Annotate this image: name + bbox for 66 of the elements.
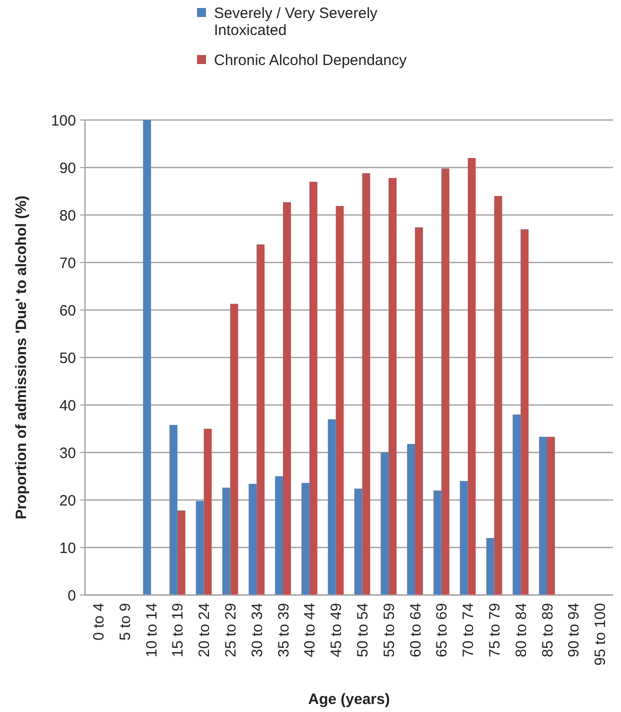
y-tick-label: 70 <box>59 254 76 272</box>
x-tick-label: 15 to 19 <box>170 603 187 658</box>
bar <box>143 120 151 595</box>
x-tick-label: 5 to 9 <box>116 603 134 641</box>
bar <box>433 490 442 595</box>
bar <box>169 424 178 595</box>
bar <box>380 452 389 595</box>
bar <box>336 206 344 595</box>
y-tick-label: 40 <box>59 397 76 414</box>
bar <box>539 436 547 595</box>
bar <box>494 196 502 595</box>
x-tick-label: 55 to 59 <box>380 603 398 658</box>
bar <box>248 484 257 595</box>
bar <box>520 229 529 595</box>
bar <box>328 419 336 595</box>
y-tick-label: 20 <box>59 492 76 510</box>
bar <box>362 173 370 595</box>
bar <box>256 244 265 595</box>
y-tick-label: 80 <box>59 207 76 224</box>
bar <box>388 178 397 595</box>
bar <box>301 482 310 595</box>
x-tick-label: 25 to 29 <box>222 603 240 658</box>
bar <box>460 481 468 595</box>
bar <box>177 510 186 595</box>
bar <box>441 168 450 595</box>
x-tick-label: 10 to 14 <box>143 603 160 658</box>
legend-label: Severely / Very Severely Intoxicated <box>214 5 378 39</box>
x-tick-label: 0 to 4 <box>90 603 108 641</box>
bar <box>222 488 230 595</box>
bar <box>354 488 362 595</box>
y-tick-label: 90 <box>59 160 76 177</box>
x-axis-title: Age (years) <box>308 691 390 708</box>
y-tick-label: 10 <box>59 540 76 557</box>
y-tick-label: 30 <box>59 444 76 462</box>
bar <box>283 202 291 595</box>
bar <box>512 414 521 595</box>
x-tick-label: 70 to 74 <box>460 603 478 658</box>
x-tick-label: 75 to 79 <box>486 603 504 658</box>
y-tick-label: 50 <box>59 350 76 367</box>
y-tick-label: 0 <box>68 587 76 604</box>
x-tick-label: 95 to 100 <box>592 603 610 666</box>
x-tick-label: 20 to 24 <box>196 603 214 658</box>
y-tick-label: 100 <box>50 112 76 130</box>
x-tick-label: 80 to 84 <box>512 603 530 658</box>
bar <box>415 227 423 595</box>
y-axis-title: Proportion of admissions 'Due' to alcohol (%) <box>13 196 30 520</box>
x-tick-label: 85 to 89 <box>539 603 556 658</box>
bar <box>468 158 476 595</box>
bar <box>486 538 494 595</box>
x-tick-label: 35 to 39 <box>275 603 292 658</box>
x-tick-label: 90 to 94 <box>566 603 583 658</box>
x-tick-label: 30 to 34 <box>248 603 266 658</box>
x-tick-label: 50 to 54 <box>354 603 372 658</box>
bar <box>196 500 204 595</box>
x-tick-label: 45 to 49 <box>328 603 346 658</box>
legend-label: Chronic Alcohol Dependancy <box>214 52 408 69</box>
x-tick-label: 60 to 64 <box>407 603 424 658</box>
bar <box>230 304 238 595</box>
bar <box>204 428 212 595</box>
bar <box>275 476 283 595</box>
x-tick-label: 40 to 44 <box>302 603 319 658</box>
bar <box>407 444 415 595</box>
bar <box>547 436 555 595</box>
x-tick-label: 65 to 69 <box>434 603 451 658</box>
y-tick-label: 60 <box>59 302 76 320</box>
bar <box>309 182 318 595</box>
